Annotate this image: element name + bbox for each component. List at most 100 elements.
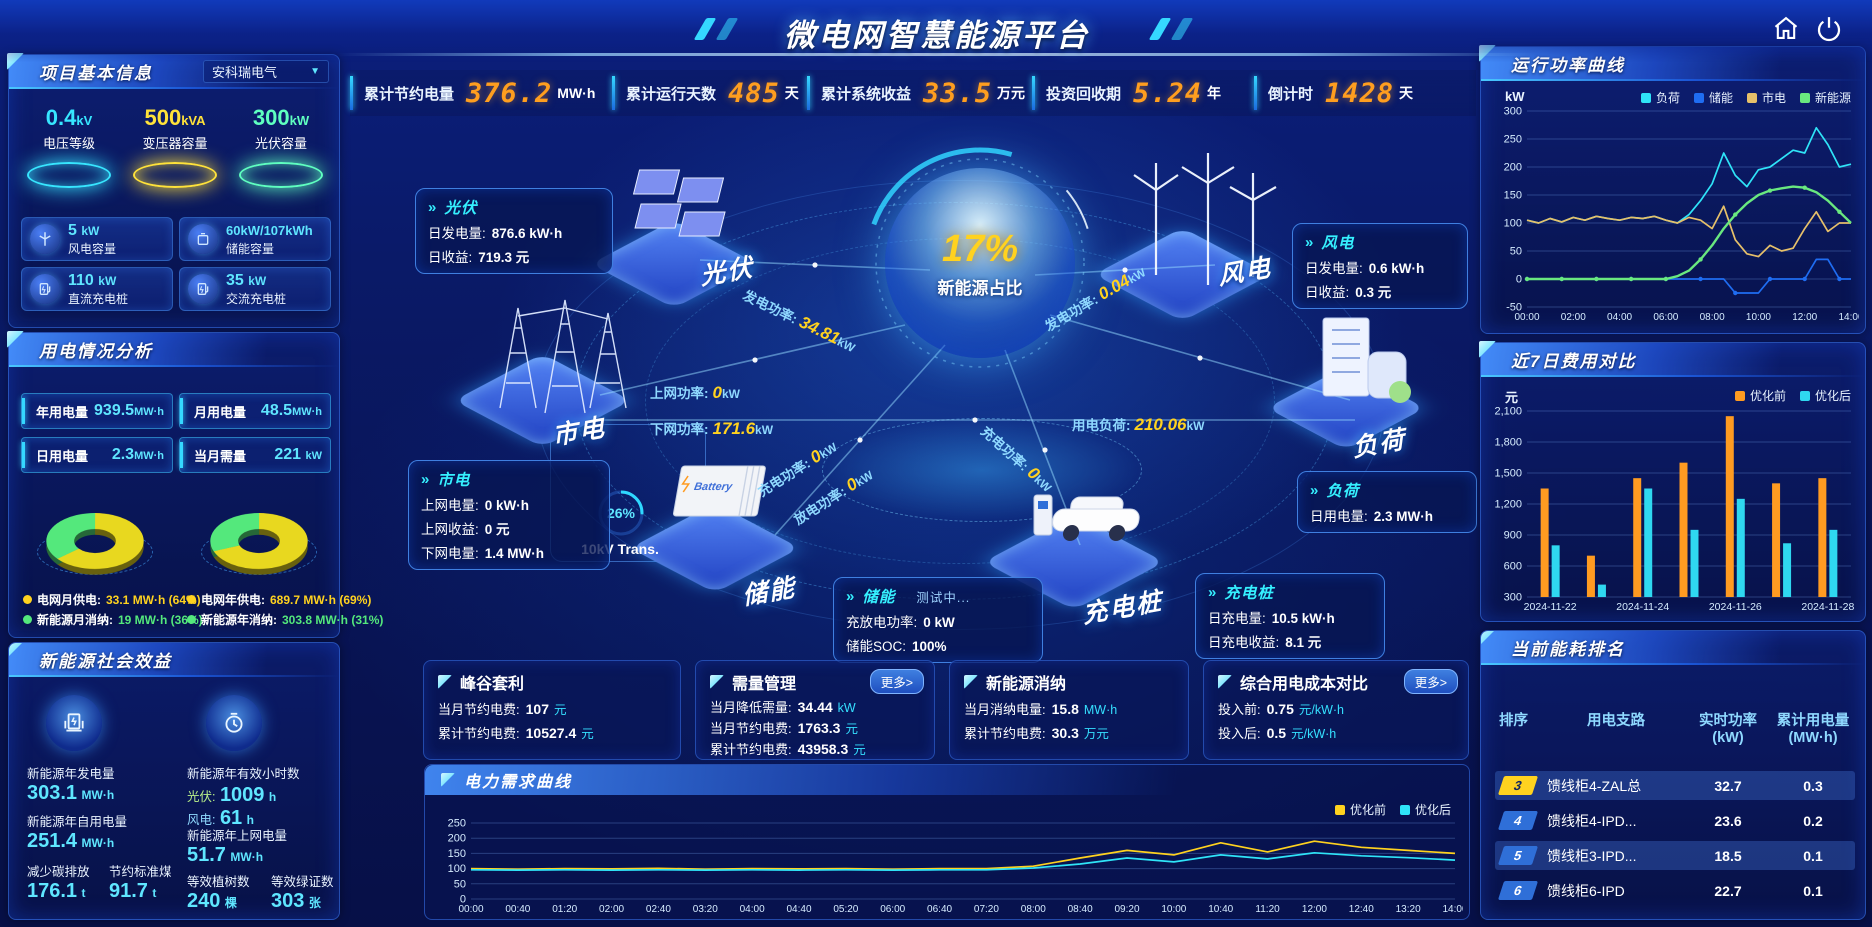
home-icon[interactable]: [1772, 14, 1800, 47]
kv-day-usage: 日用电量 2.3MW·h: [21, 437, 173, 473]
renewable-share-label: 新能源占比: [937, 278, 1023, 298]
load-callout: » 负荷 日用电量: 2.3 MW·h: [1297, 471, 1477, 533]
more-button[interactable]: 更多>: [869, 669, 924, 694]
svg-text:2024-11-22: 2024-11-22: [1524, 601, 1577, 613]
svg-text:02:00: 02:00: [1561, 312, 1586, 323]
corner-icon: [710, 675, 724, 689]
svg-text:0: 0: [1516, 274, 1522, 286]
panel-energy-ranking: 当前能耗排名 排序 用电支路 实时功率 (kW) 累计用电量 (MW·h) 3 馈线…: [1480, 630, 1866, 920]
svg-text:01:20: 01:20: [552, 904, 577, 915]
transmission-tower-icon: [499, 299, 627, 414]
pedestal-transformer: 500kVA 变压器容量: [123, 105, 227, 188]
kv-year-usage: 年用电量 939.5MW·h: [21, 393, 173, 429]
svg-text:08:00: 08:00: [1021, 904, 1046, 915]
svg-text:2024-11-24: 2024-11-24: [1616, 601, 1669, 613]
stat-year-feedin: 新能源年上网电量 51.7 MW·h: [187, 829, 288, 866]
stat-trees-equivalent: 等效植树数 240 棵: [187, 875, 250, 912]
corner-icon: [441, 773, 455, 787]
kpi-stats-bar: 累计节约电量 376.2 MW·h 累计运行天数 485 天 累计系统收益 33…: [350, 70, 1476, 116]
svg-text:00:00: 00:00: [458, 904, 483, 915]
stat-system-income: 累计系统收益 33.5 万元: [807, 74, 1032, 112]
svg-text:50: 50: [1510, 246, 1522, 258]
battery-icon: [188, 224, 218, 254]
grid-callout: » 市电 上网电量: 0 kW·h 上网收益: 0 元 下网电量: 1.4 MW·h: [408, 460, 610, 570]
wind-callout: » 风电 日发电量: 0.6 kW·h 日收益: 0.3 元: [1292, 223, 1468, 309]
svg-text:12:00: 12:00: [1792, 312, 1817, 323]
flow-feedin-power: 上网功率: 0kW: [650, 383, 740, 402]
svg-text:2,100: 2,100: [1494, 406, 1522, 418]
svg-text:1,800: 1,800: [1494, 437, 1522, 449]
wind-turbines-icon: [1133, 153, 1277, 285]
svg-text:10:00: 10:00: [1161, 904, 1186, 915]
pedestal-pv-capacity: 300kW 光伏容量: [229, 105, 333, 188]
generation-pedestal: [37, 695, 111, 751]
svg-text:14:00: 14:00: [1442, 904, 1463, 915]
chevron-down-icon: ▼: [310, 66, 320, 77]
svg-text:03:20: 03:20: [693, 904, 718, 915]
svg-text:10:00: 10:00: [1746, 312, 1771, 323]
company-dropdown-value: 安科瑞电气: [212, 65, 278, 80]
svg-text:13:20: 13:20: [1396, 904, 1421, 915]
storage-callout: » 储能 测试中... 充放电功率: 0 kW 储能SOC: 100%: [833, 577, 1043, 663]
page-title: 微电网智慧能源平台: [784, 18, 1090, 53]
y-axis-unit: kW: [1505, 89, 1525, 104]
tile-dc-charger: 110 kW 直流充电桩: [21, 267, 173, 311]
hours-pedestal: [197, 695, 271, 751]
svg-text:150: 150: [1504, 190, 1522, 202]
svg-text:09:20: 09:20: [1114, 904, 1139, 915]
panel-renewable-benefit: 新能源社会效益 新能源年发电量 303.1 MW·h 新能源年自用电量 251.…: [8, 642, 340, 920]
panel-title: 当前能耗排名: [1511, 639, 1625, 659]
rank-badge: 4: [1497, 811, 1539, 830]
svg-text:2024-11-28: 2024-11-28: [1801, 601, 1854, 613]
clock-icon: [206, 695, 262, 751]
panel-title: 近7日费用对比: [1511, 351, 1637, 371]
power-icon[interactable]: [1814, 14, 1844, 49]
corner-icon: [964, 675, 978, 689]
panel-fee-comparison: 近7日费用对比 元 优化前 优化后 2,100 1,800 1,500 1,200 900…: [1480, 342, 1866, 622]
more-button[interactable]: 更多>: [1403, 669, 1458, 694]
power-chart: 300 250 200 150 100 50 0 -50 00:00 02:00 04:00 06:0…: [1489, 105, 1864, 324]
svg-text:04:00: 04:00: [1607, 312, 1632, 323]
chevrons-right-icon: »: [1310, 481, 1320, 499]
svg-text:1,500: 1,500: [1494, 468, 1522, 480]
svg-text:12:00: 12:00: [1302, 904, 1327, 915]
svg-text:00:00: 00:00: [1514, 312, 1539, 323]
donut-month-supply: [37, 483, 153, 599]
panel-title: 项目基本信息: [39, 63, 153, 83]
svg-text:11:20: 11:20: [1255, 904, 1280, 915]
panel-header: 用电情况分析: [9, 333, 339, 367]
table-row: 3 馈线柜4-ZAL总 32.7 0.3: [1495, 771, 1855, 800]
svg-text:200: 200: [1504, 162, 1522, 174]
stat-run-days: 累计运行天数 485 天: [612, 74, 807, 112]
panel-header: 当前能耗排名: [1481, 631, 1865, 665]
svg-text:10:40: 10:40: [1208, 904, 1233, 915]
panel-project-info: 项目基本信息 安科瑞电气 ▼ 0.4kV 电压等级 500kVA 变压器容量 3…: [8, 54, 340, 328]
flow-load-power: 用电负荷: 210.06kW: [1072, 415, 1205, 434]
donut-year-supply: [201, 483, 317, 599]
ac-charger-icon: [188, 274, 218, 304]
storage-status-badge: 测试中...: [916, 590, 971, 605]
fee-chart-legend: 优化前 优化后: [1734, 387, 1851, 404]
panel-power-curve: 运行功率曲线 kW 负荷 储能 市电 新能源 300 250 200 150 100 50 0 -5…: [1480, 46, 1866, 334]
panel-demand-management: 需量管理 更多> 当月降低需量: 34.44 kW 当月节约电费: 1763.3 元 累…: [695, 660, 935, 760]
svg-text:06:40: 06:40: [927, 904, 952, 915]
svg-text:0: 0: [460, 894, 466, 906]
stat-green-certs: 等效绿证数 303 张: [271, 875, 334, 912]
pedestal-voltage: 0.4kV 电压等级: [17, 105, 121, 188]
panel-header: 新能源社会效益: [9, 643, 339, 677]
demand-chart-legend: 优化前 优化后: [1334, 801, 1451, 818]
flow-grid-download-power: 下网功率: 171.6kW: [650, 419, 774, 438]
svg-text:50: 50: [454, 878, 466, 890]
table-row: 6 馈线柜6-IPD 22.7 0.1: [1495, 876, 1855, 905]
company-dropdown[interactable]: 安科瑞电气 ▼: [203, 60, 329, 83]
charger-callout: » 充电桩 日充电量: 10.5 kW·h 日充电收益: 8.1 元: [1195, 573, 1385, 659]
svg-text:300: 300: [1504, 592, 1522, 604]
chevrons-right-icon: »: [428, 198, 438, 216]
renewable-share-orb: 17% 新能源占比: [885, 168, 1075, 358]
stat-effective-hours: 新能源年有效小时数 光伏: 1009 h 风电: 61 h: [187, 767, 300, 829]
rank-badge: 3: [1497, 776, 1539, 795]
chevrons-right-icon: »: [421, 470, 431, 488]
svg-text:2024-11-26: 2024-11-26: [1709, 601, 1762, 613]
stat-payback-period: 投资回收期 5.24 年: [1032, 74, 1254, 112]
